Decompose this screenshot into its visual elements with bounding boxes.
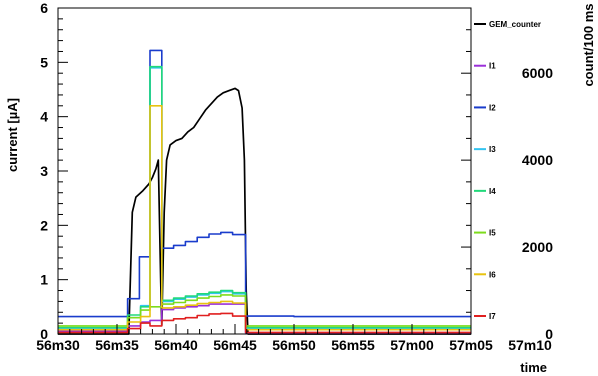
legend-label: I7	[489, 312, 496, 321]
plot-traces	[58, 49, 471, 335]
left-tick-label: 6	[40, 0, 48, 16]
left-tick-label: 0	[40, 326, 48, 342]
left-axis-ticks: 0 1 2 3 4 5 6	[40, 0, 68, 342]
legend-label: I1	[489, 62, 496, 71]
legend: GEM_counter I1 I2 I3 I4 I5 I6 I7	[474, 20, 541, 321]
x-tick-label: 57m00	[390, 337, 434, 353]
x-tick-label: 56m30	[36, 337, 80, 353]
x-tick-label: 57m05	[449, 337, 493, 353]
x-tick-label: 56m40	[154, 337, 198, 353]
right-tick-label: 2000	[522, 239, 553, 255]
legend-label: I2	[489, 103, 496, 112]
legend-label: GEM_counter	[489, 20, 541, 29]
left-tick-label: 4	[40, 109, 48, 125]
right-axis-ticks: 0 2000 4000 6000	[461, 7, 553, 342]
x-axis-title: time	[520, 360, 547, 375]
x-tick-label: 56m55	[331, 337, 375, 353]
left-tick-label: 3	[40, 163, 48, 179]
left-tick-label: 1	[40, 272, 48, 288]
x-tick-label: 57m10	[508, 337, 552, 353]
y-axis-right-title: count/100 ms	[581, 3, 596, 86]
series-line-i2	[58, 49, 471, 318]
y-axis-left-title: current [µA]	[5, 98, 20, 172]
series-line-gem-counter	[58, 87, 471, 335]
legend-label: I5	[489, 229, 496, 238]
series-line-i7	[58, 312, 471, 334]
legend-label: I4	[489, 187, 496, 196]
left-tick-label: 2	[40, 217, 48, 233]
x-tick-label: 56m50	[272, 337, 316, 353]
left-tick-label: 5	[40, 54, 48, 70]
x-tick-label: 56m35	[95, 337, 139, 353]
series-line-i6	[58, 105, 471, 331]
legend-label: I6	[489, 270, 496, 279]
right-tick-label: 6000	[522, 65, 553, 81]
right-tick-label: 4000	[522, 152, 553, 168]
right-tick-label: 0	[545, 326, 553, 342]
legend-label: I3	[489, 145, 496, 154]
x-axis-ticks: 56m30 56m35 56m40 56m45 56m50 56m55 57m00 57m05…	[36, 324, 552, 353]
x-tick-label: 56m45	[213, 337, 257, 353]
